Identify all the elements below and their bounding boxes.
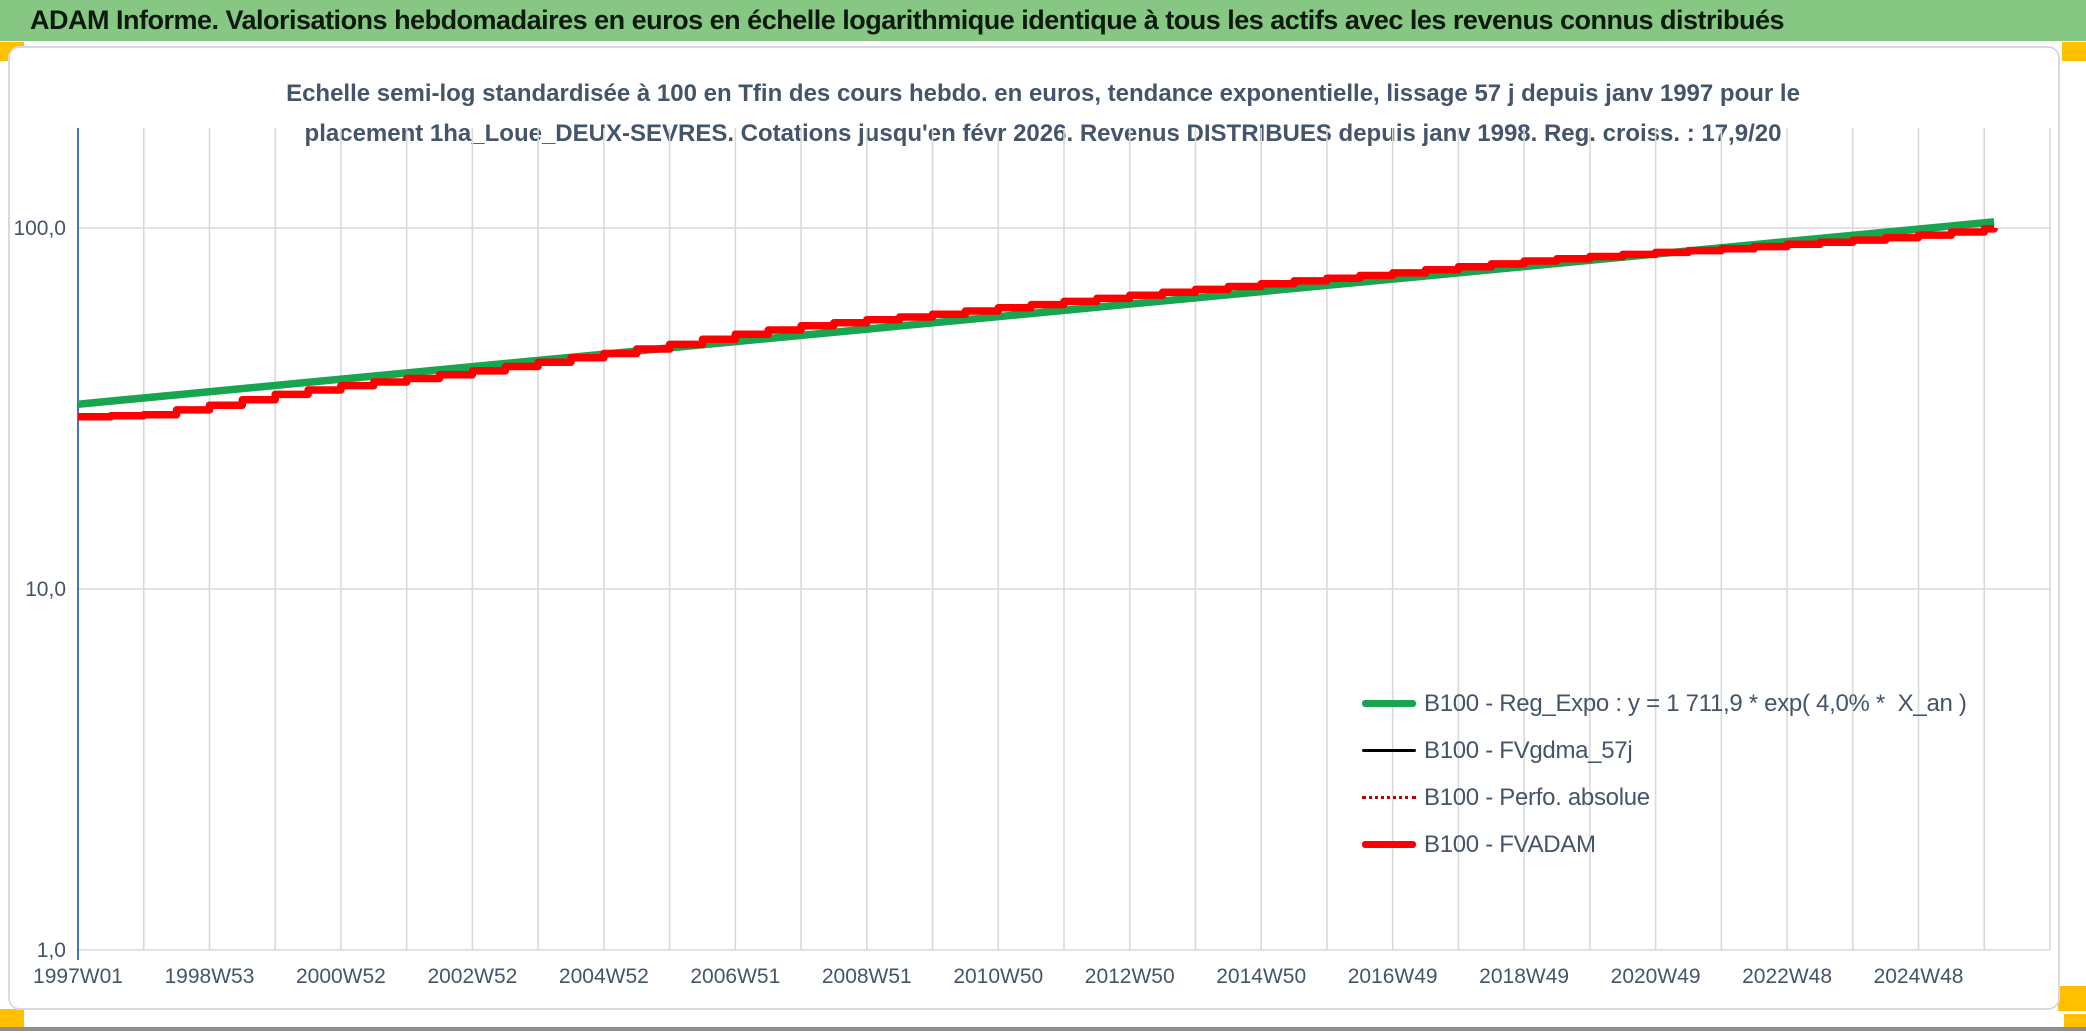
legend-item-reg-expo: B100 - Reg_Expo : y = 1 711,9 * exp( 4,0… <box>1362 680 1967 727</box>
x-tick-label: 2022W48 <box>1742 965 1832 988</box>
corner-handle-bottom-right <box>2058 986 2086 1011</box>
reg-expo-line-swatch <box>1362 700 1416 707</box>
x-tick-label: 2006W51 <box>690 965 780 988</box>
legend-item-fvgdma: B100 - FVgdma_57j <box>1362 727 1967 774</box>
y-tick-label: 10,0 <box>25 578 66 601</box>
x-tick-label: 1997W01 <box>33 965 123 988</box>
x-tick-label: 2016W49 <box>1348 965 1438 988</box>
chart-card <box>8 46 2060 1010</box>
corner-handle-bottom-left <box>0 1009 24 1031</box>
y-tick-label: 100,0 <box>13 217 66 240</box>
x-tick-label: 1998W53 <box>165 965 255 988</box>
legend-label-perfo-absolue: B100 - Perfo. absolue <box>1424 783 1650 811</box>
report-title: ADAM Informe. Valorisations hebdomadaire… <box>30 5 1785 35</box>
y-tick-label: 1,0 <box>37 939 66 962</box>
chart-legend: B100 - Reg_Expo : y = 1 711,9 * exp( 4,0… <box>1362 680 1967 868</box>
x-tick-label: 2020W49 <box>1611 965 1701 988</box>
x-tick-label: 2000W52 <box>296 965 386 988</box>
legend-label-reg-expo: B100 - Reg_Expo : y = 1 711,9 * exp( 4,0… <box>1424 689 1967 717</box>
legend-item-fvadam: B100 - FVADAM <box>1362 821 1967 868</box>
fvgdma-line-swatch <box>1362 749 1416 752</box>
series-line-3 <box>78 225 1998 421</box>
report-header-bar: ADAM Informe. Valorisations hebdomadaire… <box>0 0 2086 41</box>
x-tick-label: 2024W48 <box>1874 965 1964 988</box>
x-tick-label: 2004W52 <box>559 965 649 988</box>
corner-handle-top-right <box>2062 42 2086 61</box>
x-tick-label: 2014W50 <box>1216 965 1306 988</box>
legend-label-fvadam: B100 - FVADAM <box>1424 830 1596 858</box>
x-tick-label: 2012W50 <box>1085 965 1175 988</box>
chart-title-line-1: Echelle semi-log standardisée à 100 en T… <box>286 80 1800 107</box>
chart-title: Echelle semi-log standardisée à 100 en T… <box>0 74 2086 154</box>
x-tick-label: 2018W49 <box>1479 965 1569 988</box>
legend-item-perfo-absolue: B100 - Perfo. absolue <box>1362 774 1967 821</box>
x-tick-label: 2008W51 <box>822 965 912 988</box>
corner-handle-bottom-right-2 <box>2064 1014 2086 1031</box>
window-bottom-edge <box>0 1027 2086 1031</box>
x-tick-label: 2010W50 <box>953 965 1043 988</box>
perfo-absolue-line-swatch <box>1362 796 1416 799</box>
fvadam-line-swatch <box>1362 841 1416 848</box>
x-tick-label: 2002W52 <box>427 965 517 988</box>
chart-title-line-2: placement 1ha_Loue_DEUX-SEVRES. Cotation… <box>304 120 1782 147</box>
legend-label-fvgdma: B100 - FVgdma_57j <box>1424 736 1633 764</box>
